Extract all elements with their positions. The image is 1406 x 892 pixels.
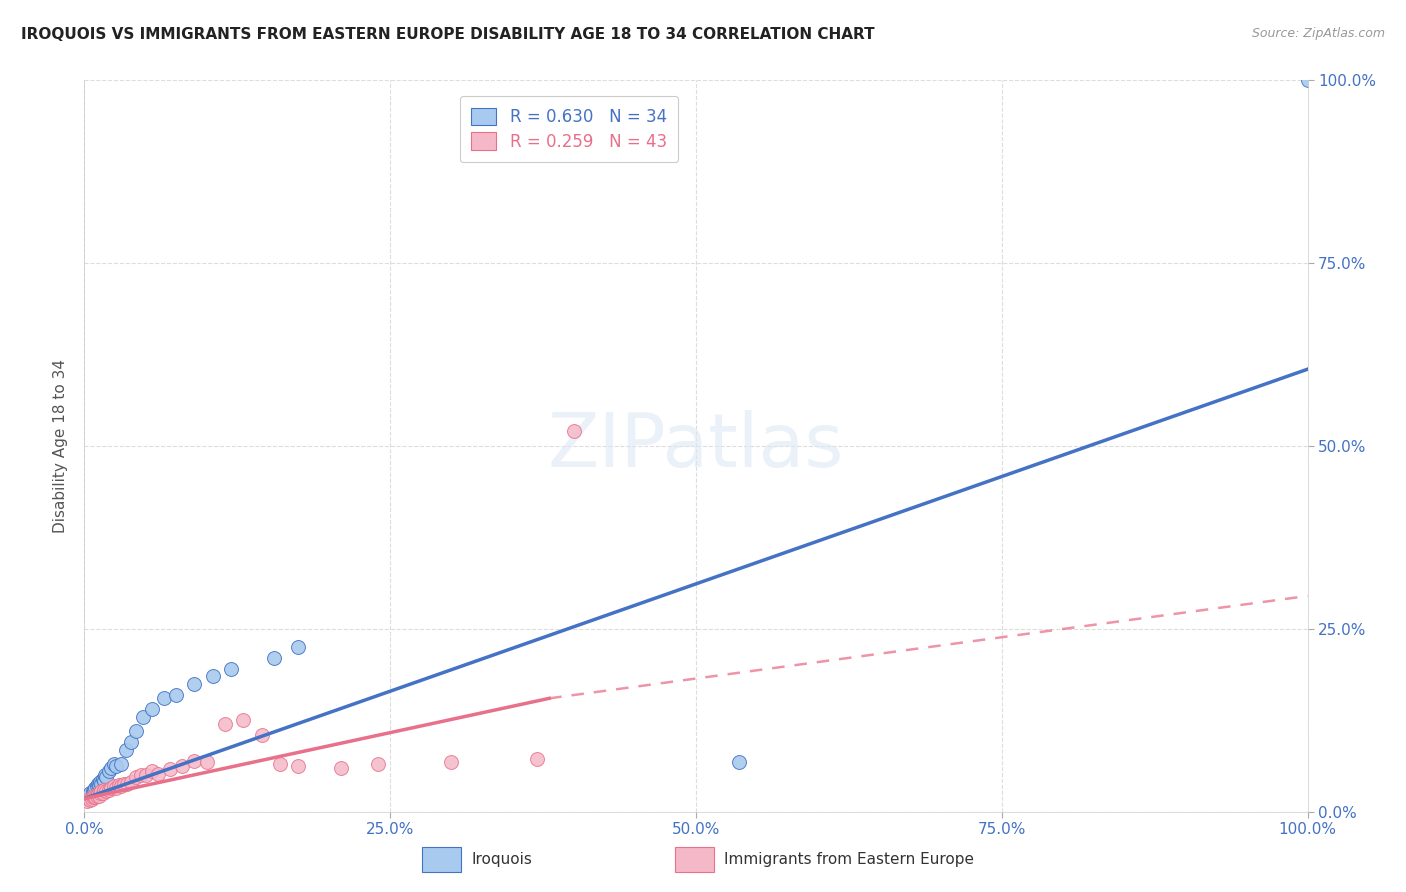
Point	[263, 651, 285, 665]
Point	[77, 791, 100, 805]
Text: Source: ZipAtlas.com: Source: ZipAtlas.com	[1251, 27, 1385, 40]
Text: Iroquois: Iroquois	[471, 853, 531, 867]
Point	[214, 717, 236, 731]
Point	[91, 787, 114, 801]
Point	[80, 791, 103, 805]
Point	[727, 755, 749, 769]
Point	[526, 752, 548, 766]
Y-axis label: Disability Age 18 to 34: Disability Age 18 to 34	[53, 359, 69, 533]
Point	[86, 789, 108, 803]
Point	[79, 787, 101, 801]
Point	[96, 784, 118, 798]
Point	[159, 762, 181, 776]
Point	[562, 425, 585, 439]
Point	[219, 662, 242, 676]
Point	[76, 794, 98, 808]
Point	[141, 702, 163, 716]
Legend: R = 0.630   N = 34, R = 0.259   N = 43: R = 0.630 N = 34, R = 0.259 N = 43	[460, 96, 679, 162]
Point	[87, 777, 110, 791]
Point	[165, 688, 187, 702]
Point	[91, 772, 114, 786]
Point	[132, 709, 155, 723]
Point	[87, 789, 110, 803]
Point	[125, 770, 148, 784]
Point	[120, 735, 142, 749]
Point	[93, 782, 115, 797]
Point	[440, 755, 463, 769]
Point	[105, 780, 128, 795]
Point	[82, 784, 104, 798]
Point	[87, 778, 110, 792]
Point	[120, 775, 142, 789]
Text: Immigrants from Eastern Europe: Immigrants from Eastern Europe	[724, 853, 974, 867]
Point	[287, 759, 309, 773]
Point	[269, 757, 291, 772]
Point	[94, 768, 117, 782]
Point	[89, 787, 111, 801]
Point	[129, 768, 152, 782]
Point	[97, 764, 120, 779]
Point	[105, 759, 128, 773]
Point	[82, 790, 104, 805]
Point	[100, 761, 122, 775]
Point	[146, 766, 169, 780]
Point	[141, 764, 163, 779]
Point	[183, 676, 205, 690]
Point	[250, 728, 273, 742]
Point	[84, 781, 107, 796]
Point	[93, 774, 115, 789]
Point	[183, 754, 205, 768]
Point	[112, 777, 135, 791]
Point	[83, 782, 105, 797]
Point	[135, 768, 157, 782]
Point	[1296, 73, 1319, 87]
Point	[287, 640, 309, 655]
Point	[83, 789, 105, 803]
Point	[195, 755, 218, 769]
Point	[110, 779, 132, 793]
Point	[232, 714, 254, 728]
Point	[330, 761, 353, 775]
Point	[100, 781, 122, 796]
Point	[96, 770, 118, 784]
Point	[107, 778, 129, 792]
Point	[84, 790, 107, 805]
Point	[79, 793, 101, 807]
Point	[153, 691, 176, 706]
Text: ZIPatlas: ZIPatlas	[548, 409, 844, 483]
Point	[87, 787, 110, 801]
Point	[110, 757, 132, 772]
Point	[367, 757, 389, 772]
Text: IROQUOIS VS IMMIGRANTS FROM EASTERN EUROPE DISABILITY AGE 18 TO 34 CORRELATION C: IROQUOIS VS IMMIGRANTS FROM EASTERN EURO…	[21, 27, 875, 42]
Point	[115, 777, 138, 791]
Point	[125, 724, 148, 739]
Point	[115, 742, 138, 756]
Point	[77, 790, 100, 805]
Point	[80, 789, 103, 803]
Point	[201, 669, 224, 683]
Point	[103, 757, 125, 772]
Point	[103, 779, 125, 793]
Point	[90, 777, 112, 791]
Point	[86, 779, 108, 793]
Point	[90, 784, 112, 798]
Point	[89, 775, 111, 789]
Point	[172, 759, 194, 773]
Point	[97, 782, 120, 797]
